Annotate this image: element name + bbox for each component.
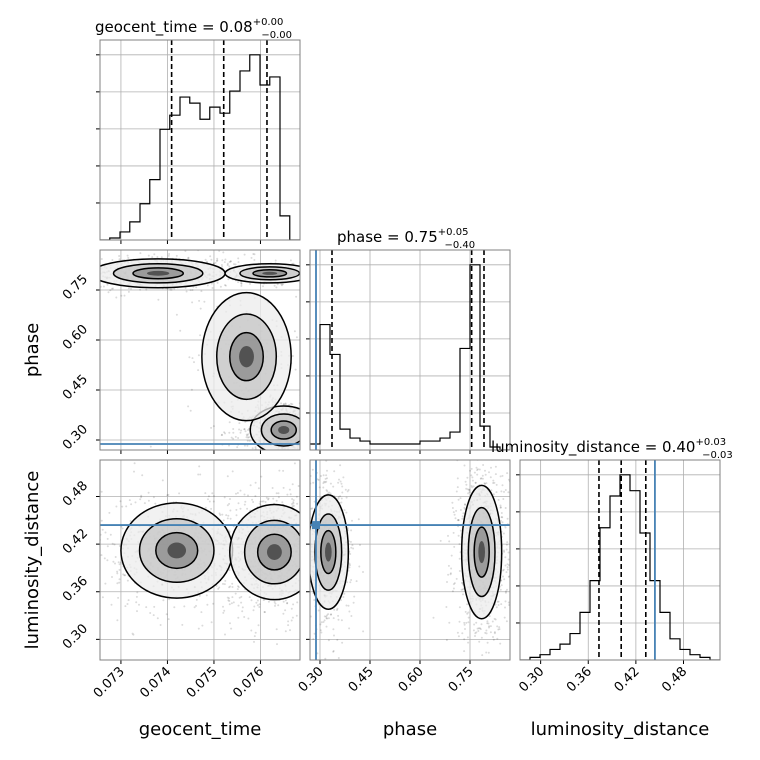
corner-cells: 0.300.450.600.750.300.360.420.480.073 0.0… <box>60 39 721 701</box>
x-axis-label-phase: phase <box>383 719 437 740</box>
histogram-phase <box>310 264 510 450</box>
y-axis-label-phase: phase <box>22 323 43 377</box>
x-tick-label: 0.48 <box>659 664 690 695</box>
x-tick-label: 0.36 <box>564 664 595 695</box>
density-contours <box>310 484 503 620</box>
x-tick-label: 0.45 <box>346 664 377 695</box>
x-tick-label: 0.75 <box>446 664 477 695</box>
contour-3-3 <box>239 346 254 368</box>
panel-frame <box>99 249 301 451</box>
title-geocent-time: geocent_time = 0.08+0.00 −0.00 <box>95 17 292 41</box>
x-axis-label-luminosity-distance: luminosity_distance <box>531 719 710 740</box>
x-axis-label-geocent-time: geocent_time <box>139 719 262 740</box>
scatter-panel-phase-vs-luminosity-distance: 0.30 0.45 0.60 0.75 <box>296 459 511 695</box>
contour-2-3 <box>278 426 290 434</box>
x-tick-label: 0.073 <box>91 664 128 701</box>
y-tick-label: 0.30 <box>60 621 91 652</box>
contour-0-3 <box>146 270 170 276</box>
title-luminosity-distance: luminosity_distance = 0.40+0.03 −0.03 <box>491 437 733 461</box>
x-tick-label: 0.075 <box>184 664 221 701</box>
contour-1-3 <box>266 544 282 560</box>
x-tick-label: 0.074 <box>137 664 174 701</box>
density-contours <box>100 258 300 450</box>
x-tick-label: 0.30 <box>296 664 327 695</box>
y-tick-label: 0.45 <box>60 372 91 403</box>
y-tick-label: 0.75 <box>60 272 91 303</box>
y-axis-label-luminosity-distance: luminosity_distance <box>22 471 43 650</box>
x-tick-label: 0.60 <box>396 664 427 695</box>
title-phase: phase = 0.75+0.05 −0.40 <box>337 227 475 251</box>
histogram-geocent-time <box>100 54 300 240</box>
density-contours <box>120 502 300 601</box>
x-tick-label: 0.30 <box>516 664 547 695</box>
truth-marker <box>312 521 320 530</box>
y-tick-label: 0.60 <box>60 322 91 353</box>
scatter-panel-geocent-time-vs-phase: 0.30 0.45 0.60 0.75 <box>60 249 301 454</box>
x-tick-label: 0.42 <box>612 664 643 695</box>
panel-frame <box>519 459 721 661</box>
y-tick-label: 0.30 <box>60 422 91 453</box>
y-tick-label: 0.36 <box>60 574 91 605</box>
panel-frame <box>99 459 301 661</box>
panel-frame <box>99 39 301 241</box>
y-tick-label: 0.42 <box>60 526 91 557</box>
contour-0-3 <box>325 542 332 562</box>
axis-labels: geocent_time phase luminosity_distance p… <box>22 323 709 740</box>
panel-frame <box>309 249 511 451</box>
gridlines <box>100 40 300 240</box>
panel-frame <box>309 459 511 661</box>
hist-panel-phase <box>306 249 511 454</box>
y-tick-label: 0.48 <box>60 478 91 509</box>
panel-titles: geocent_time = 0.08+0.00 −0.00 phase = 0.… <box>95 17 733 461</box>
x-tick-label: 0.076 <box>230 664 267 701</box>
contour-0-3 <box>167 542 187 559</box>
hist-panel-luminosity-distance: 0.30 0.36 0.42 0.48 <box>516 459 721 695</box>
hist-panel-geocent-time <box>96 39 301 244</box>
histogram-luminosity-distance <box>520 474 720 660</box>
contour-1-3 <box>478 540 485 564</box>
contour-1-3 <box>262 271 278 275</box>
